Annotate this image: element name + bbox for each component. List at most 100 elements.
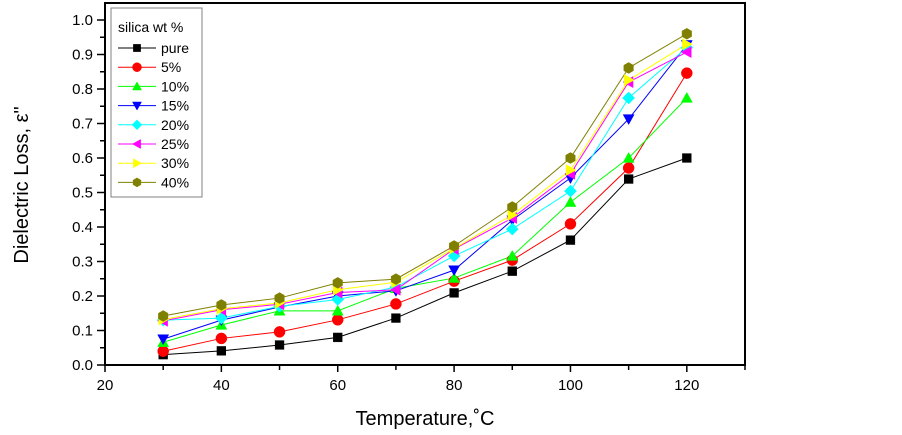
series-layer — [156, 28, 694, 360]
data-point — [680, 46, 692, 59]
y-tick-label: 0.4 — [72, 219, 93, 236]
x-axis-ticks: 20 40 60 80 100 120 — [97, 365, 746, 394]
legend-label: 10% — [161, 78, 189, 94]
data-point — [682, 153, 692, 163]
series-30pct — [163, 43, 688, 320]
legend-marker — [132, 101, 142, 111]
x-tick-label: 80 — [446, 377, 463, 394]
plot-frame — [104, 2, 746, 366]
data-point — [273, 326, 286, 338]
series-20pct — [163, 47, 688, 321]
data-point — [565, 235, 576, 245]
data-point — [390, 298, 402, 310]
series-40pct — [163, 33, 688, 317]
data-point — [507, 201, 518, 213]
y-axis-title: Dielectric Loss, ε" — [11, 106, 33, 263]
y-tick-label: 0.9 — [72, 47, 93, 64]
legend-label: 15% — [161, 98, 189, 114]
x-tick-label: 100 — [558, 377, 583, 394]
data-point — [622, 151, 635, 163]
data-point — [564, 196, 577, 207]
series-line — [163, 33, 688, 317]
series-15pct — [163, 44, 688, 340]
series-10pct — [163, 97, 688, 343]
series-markers-30pct — [158, 38, 693, 326]
data-point — [332, 277, 343, 289]
data-point — [391, 313, 401, 323]
series-line — [163, 51, 688, 322]
data-point — [390, 273, 401, 285]
data-point — [274, 292, 285, 304]
plot-border — [104, 2, 746, 366]
legend-item: 40% — [118, 174, 189, 190]
x-tick-label: 20 — [97, 377, 114, 394]
series-5pct — [163, 72, 688, 352]
data-point — [622, 91, 636, 105]
legend-label: 30% — [161, 155, 189, 171]
y-tick-label: 0.6 — [72, 150, 93, 167]
data-point — [507, 266, 517, 276]
legend-marker — [132, 81, 142, 91]
legend-box — [110, 7, 203, 198]
series-line — [163, 72, 688, 352]
legend-title: silica wt % — [118, 19, 183, 35]
legend-item: 5% — [118, 59, 181, 75]
data-point — [449, 288, 459, 298]
y-tick-label: 0.3 — [72, 254, 93, 271]
data-point — [565, 164, 577, 176]
data-point — [681, 28, 692, 40]
data-point — [333, 332, 343, 343]
y-tick-label: 0.0 — [72, 357, 93, 374]
series-pure — [163, 157, 687, 356]
data-point — [623, 62, 634, 74]
legend-item: pure — [118, 40, 189, 56]
data-point — [215, 332, 228, 345]
data-point — [389, 283, 401, 296]
series-markers-25pct — [157, 46, 692, 327]
data-point — [214, 311, 228, 325]
y-tick-label: 0.8 — [72, 81, 93, 98]
data-point — [564, 184, 577, 198]
legend-marker — [132, 62, 142, 72]
legend-label: 40% — [161, 174, 189, 190]
data-point — [216, 299, 227, 311]
data-point — [506, 249, 519, 261]
y-tick-label: 0.7 — [72, 116, 93, 133]
data-point — [448, 265, 461, 277]
y-tick-label: 0.1 — [72, 323, 93, 340]
data-point — [331, 304, 344, 316]
data-point — [449, 240, 460, 252]
x-axis-title: Temperature,˚C — [356, 408, 495, 430]
data-point — [680, 91, 693, 103]
data-point — [505, 222, 519, 236]
series-markers-15pct — [157, 40, 693, 346]
legend: silica wt % pure 5% 10% 15% 20% 25% 30% 40% — [110, 7, 203, 198]
series-markers-5pct — [157, 67, 693, 357]
data-point — [274, 340, 285, 350]
series-25pct — [163, 51, 688, 322]
data-point — [565, 152, 576, 164]
series-line — [163, 47, 688, 321]
data-point — [157, 345, 169, 357]
data-point — [331, 314, 344, 326]
legend-marker — [131, 119, 143, 131]
legend-item: 10% — [118, 78, 189, 94]
x-tick-label: 40 — [213, 377, 230, 394]
legend-marker — [133, 158, 143, 169]
data-point — [682, 38, 693, 51]
x-tick-label: 120 — [674, 377, 699, 394]
legend-item: 20% — [118, 117, 189, 133]
data-point — [157, 334, 170, 346]
data-point — [216, 346, 227, 356]
legend-item: 15% — [118, 98, 189, 114]
legend-marker — [131, 139, 141, 149]
legend-label: 20% — [161, 117, 189, 133]
data-point — [158, 310, 169, 322]
data-point — [564, 218, 577, 230]
series-line — [163, 44, 688, 340]
series-line — [163, 97, 688, 343]
legend-label: 25% — [161, 136, 189, 152]
legend-marker — [132, 177, 142, 188]
legend-label: pure — [161, 40, 189, 56]
